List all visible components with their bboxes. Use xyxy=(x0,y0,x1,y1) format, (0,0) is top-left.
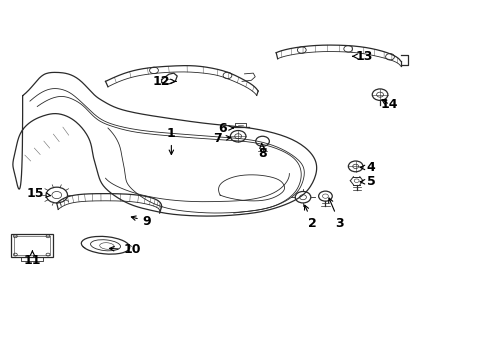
Bar xyxy=(11,234,53,257)
Text: 7: 7 xyxy=(213,132,230,145)
Text: 12: 12 xyxy=(153,75,176,88)
Text: 11: 11 xyxy=(23,251,41,267)
Text: 9: 9 xyxy=(131,215,151,228)
Text: 1: 1 xyxy=(166,127,175,154)
Text: 2: 2 xyxy=(304,205,317,230)
Bar xyxy=(14,236,50,255)
Text: 10: 10 xyxy=(109,243,141,256)
Text: 4: 4 xyxy=(360,161,375,174)
Text: 13: 13 xyxy=(352,50,372,63)
Text: 5: 5 xyxy=(360,175,375,188)
Text: 6: 6 xyxy=(218,122,233,135)
Text: 14: 14 xyxy=(380,98,398,111)
Text: 3: 3 xyxy=(328,198,343,230)
Text: 15: 15 xyxy=(27,187,50,200)
Text: 8: 8 xyxy=(258,143,266,159)
